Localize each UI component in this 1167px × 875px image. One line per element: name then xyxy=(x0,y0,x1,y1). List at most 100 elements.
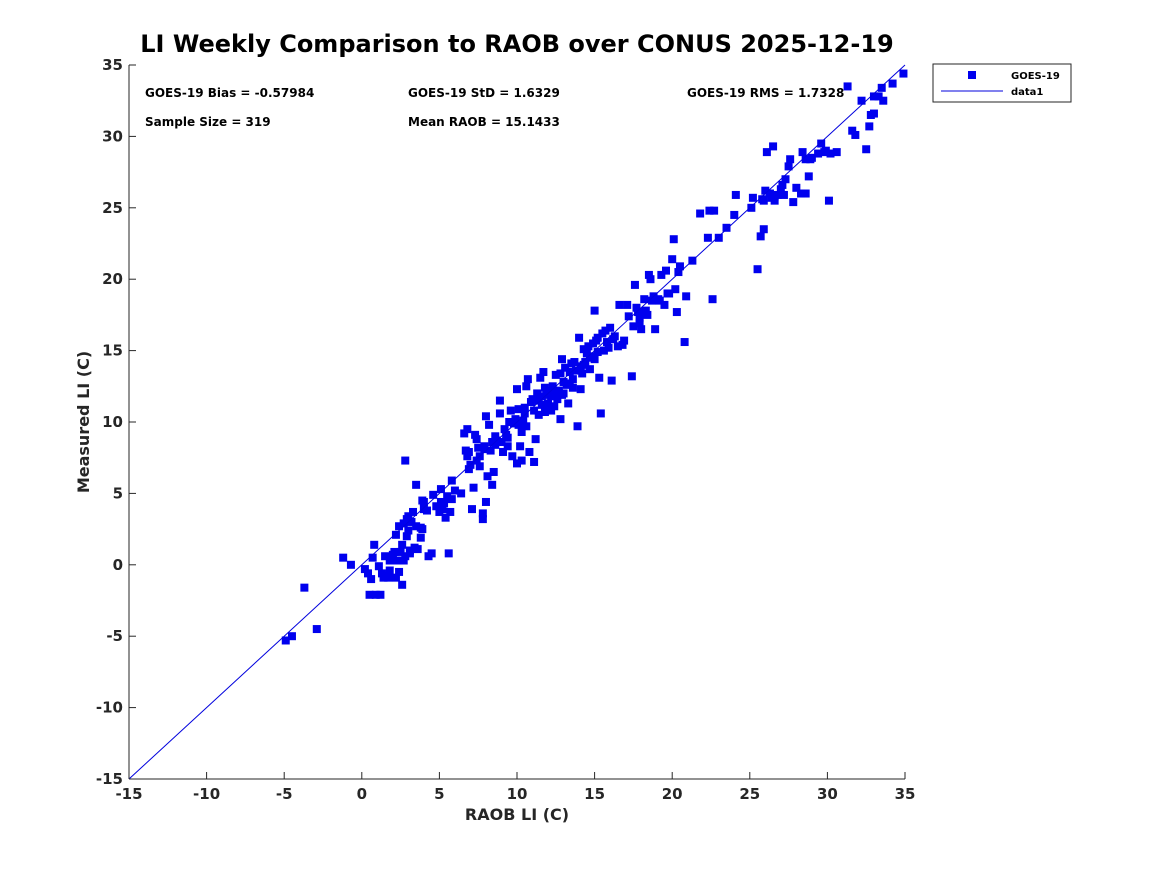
data-point-49 xyxy=(438,505,447,514)
data-point-155 xyxy=(644,270,653,279)
data-point-286 xyxy=(655,296,664,305)
data-point-226 xyxy=(511,415,520,424)
data-point-239 xyxy=(374,562,383,571)
x-tick-label-7: 20 xyxy=(662,785,683,803)
data-point-51 xyxy=(441,513,450,522)
data-point-300 xyxy=(821,146,830,155)
data-point-232 xyxy=(570,358,579,367)
data-point-175 xyxy=(722,223,731,232)
data-point-125 xyxy=(575,333,584,342)
data-point-24 xyxy=(398,540,407,549)
chart-title: LI Weekly Comparison to RAOB over CONUS … xyxy=(140,30,893,58)
data-point-197 xyxy=(804,172,813,181)
data-point-146 xyxy=(627,372,636,381)
data-point-129 xyxy=(582,349,591,358)
data-point-123 xyxy=(571,366,580,375)
data-point-122 xyxy=(568,383,577,392)
data-point-237 xyxy=(648,296,657,305)
data-point-57 xyxy=(460,429,469,438)
data-point-275 xyxy=(759,196,768,205)
data-point-262 xyxy=(419,497,428,506)
data-point-64 xyxy=(471,430,480,439)
y-tick-label-10: 35 xyxy=(102,56,123,74)
data-point-2 xyxy=(300,583,309,592)
data-point-284 xyxy=(585,353,594,362)
data-point-151 xyxy=(635,319,644,328)
y-tick-label-9: 30 xyxy=(102,127,123,145)
data-point-126 xyxy=(576,385,585,394)
data-point-153 xyxy=(640,295,649,304)
data-point-29 xyxy=(401,552,410,561)
x-tick-label-4: 5 xyxy=(434,785,444,803)
data-point-99 xyxy=(531,435,540,444)
data-point-250 xyxy=(590,355,599,364)
x-tick-label-9: 30 xyxy=(817,785,838,803)
data-point-206 xyxy=(851,130,860,139)
data-point-87 xyxy=(513,459,521,468)
data-point-13 xyxy=(377,569,386,578)
data-point-160 xyxy=(660,300,669,309)
data-layer xyxy=(128,64,908,780)
data-point-84 xyxy=(505,418,514,426)
data-point-277 xyxy=(384,573,393,582)
data-point-25 xyxy=(399,556,408,565)
x-tick-label-5: 10 xyxy=(507,785,528,803)
data-point-280 xyxy=(503,442,512,451)
data-point-294 xyxy=(556,369,565,378)
data-point-1 xyxy=(287,632,296,641)
data-point-266 xyxy=(495,409,504,418)
data-point-40 xyxy=(416,533,425,542)
data-point-171 xyxy=(696,209,705,218)
stat-mean-raob: Mean RAOB = 15.1433 xyxy=(408,115,560,129)
data-point-255 xyxy=(705,206,714,215)
data-point-272 xyxy=(620,336,629,345)
data-point-5 xyxy=(346,560,355,569)
data-point-94 xyxy=(522,422,531,431)
y-tick-label-7: 20 xyxy=(102,270,123,288)
stat-std: GOES-19 StD = 1.6329 xyxy=(408,86,560,100)
data-point-297 xyxy=(635,313,644,322)
data-point-227 xyxy=(517,427,526,436)
data-point-52 xyxy=(443,492,452,501)
data-point-114 xyxy=(554,386,563,395)
data-point-244 xyxy=(522,382,531,391)
y-tick-label-2: -5 xyxy=(106,627,123,645)
y-tick-label-4: 5 xyxy=(113,484,123,502)
data-point-131 xyxy=(585,365,594,374)
data-point-63 xyxy=(469,483,478,492)
data-point-182 xyxy=(759,225,768,234)
legend-marker-goes19 xyxy=(968,71,976,79)
data-point-150 xyxy=(634,308,643,317)
data-point-54 xyxy=(446,507,455,516)
data-point-103 xyxy=(537,400,546,409)
data-point-179 xyxy=(753,265,762,274)
data-point-110 xyxy=(548,382,557,391)
data-point-256 xyxy=(730,210,739,219)
data-point-105 xyxy=(540,408,549,417)
y-tick-label-1: -10 xyxy=(96,699,123,717)
data-point-136 xyxy=(595,373,604,382)
data-point-133 xyxy=(590,306,599,315)
data-point-66 xyxy=(474,443,483,452)
data-point-176 xyxy=(731,190,740,199)
data-point-194 xyxy=(797,189,806,198)
data-point-92 xyxy=(519,416,528,425)
data-point-268 xyxy=(540,383,549,392)
data-point-137 xyxy=(596,409,605,418)
data-point-69 xyxy=(478,509,487,518)
data-point-53 xyxy=(444,549,453,558)
data-point-216 xyxy=(888,79,897,88)
data-point-249 xyxy=(579,345,588,354)
data-point-235 xyxy=(604,343,613,352)
data-point-213 xyxy=(874,92,883,101)
data-point-22 xyxy=(395,567,404,576)
data-point-147 xyxy=(629,322,638,331)
data-point-85 xyxy=(508,452,517,461)
data-point-104 xyxy=(539,368,548,377)
data-point-217 xyxy=(899,69,908,78)
data-point-281 xyxy=(530,406,539,415)
data-point-177 xyxy=(747,203,756,212)
data-point-168 xyxy=(680,338,689,347)
data-point-142 xyxy=(607,376,616,385)
